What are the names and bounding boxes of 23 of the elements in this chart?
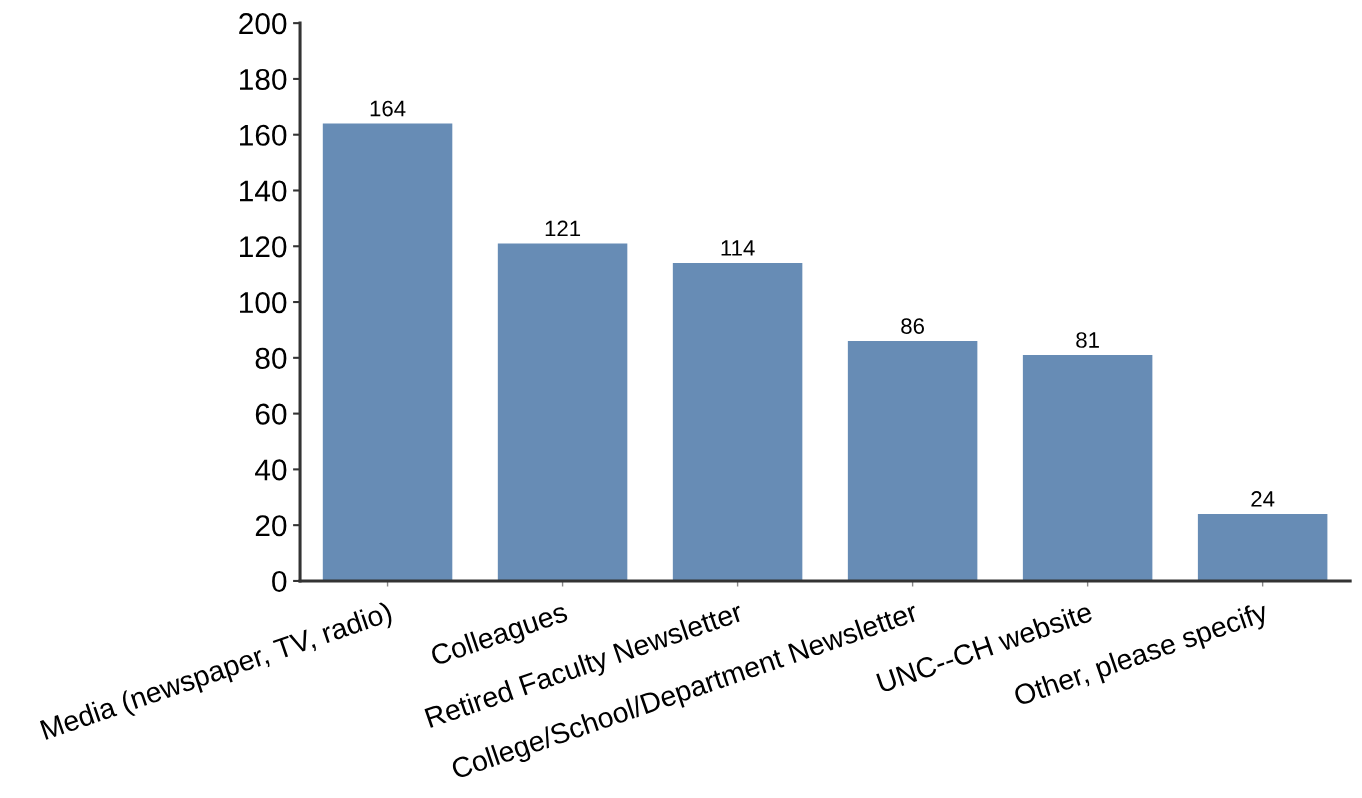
data-label: 81: [1076, 332, 1099, 348]
y-tick-label: 120: [240, 236, 287, 258]
y-tick-label: 80: [255, 347, 287, 369]
y-tick-label: 100: [240, 292, 287, 314]
data-label: 114: [721, 240, 755, 256]
y-tick-label: 180: [240, 68, 287, 91]
y-tick-label: 20: [255, 515, 287, 537]
y-tick-label: 0: [272, 570, 287, 593]
bar: [672, 263, 803, 581]
y-tick-label: 40: [255, 459, 287, 481]
data-label: 86: [901, 318, 924, 334]
data-label: 121: [545, 220, 581, 237]
y-tick-label: 60: [255, 403, 287, 425]
y-tick-label: 200: [239, 13, 287, 35]
bar: [322, 123, 453, 581]
y-tick-label: 160: [240, 124, 287, 146]
data-label: 24: [1251, 491, 1275, 507]
bar: [847, 341, 978, 581]
bar: [497, 243, 628, 581]
data-label: 164: [370, 100, 406, 117]
y-tick-label: 140: [240, 180, 287, 202]
bar: [1197, 514, 1328, 581]
bar: [1022, 355, 1153, 581]
